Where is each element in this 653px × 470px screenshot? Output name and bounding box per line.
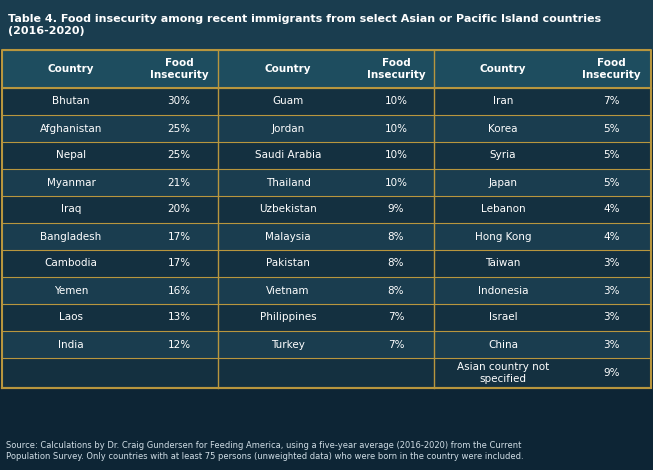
Text: 7%: 7% [388,339,404,350]
Text: Table 4. Food insecurity among recent immigrants from select Asian or Pacific Is: Table 4. Food insecurity among recent im… [8,14,601,36]
Bar [2,304,651,331]
Text: Lebanon: Lebanon [481,204,525,214]
Text: 25%: 25% [167,150,191,160]
Text: Country: Country [48,64,94,74]
Text: 10%: 10% [385,124,407,133]
Bar [2,277,651,304]
Text: Afghanistan: Afghanistan [40,124,102,133]
Text: Korea: Korea [488,124,518,133]
Text: 7%: 7% [388,313,404,322]
Text: Indonesia: Indonesia [478,285,528,296]
Text: Country: Country [264,64,311,74]
Text: 9%: 9% [388,204,404,214]
Text: China: China [488,339,518,350]
Text: 20%: 20% [168,204,191,214]
Text: 8%: 8% [388,258,404,268]
Text: 10%: 10% [385,178,407,188]
Text: Food
Insecurity: Food Insecurity [582,58,641,80]
Text: Asian country not
specified: Asian country not specified [457,362,549,384]
Text: Taiwan: Taiwan [485,258,520,268]
Text: Guam: Guam [272,96,304,107]
Text: 4%: 4% [603,204,620,214]
Bar [0,0,653,50]
Text: Yemen: Yemen [54,285,88,296]
Text: Iran: Iran [493,96,513,107]
Bar [2,115,651,142]
Text: 17%: 17% [167,258,191,268]
Text: 10%: 10% [385,150,407,160]
Text: Thailand: Thailand [266,178,310,188]
Text: Food
Insecurity: Food Insecurity [150,58,208,80]
Text: 10%: 10% [385,96,407,107]
Bar [0,432,653,470]
Text: Uzbekistan: Uzbekistan [259,204,317,214]
Text: Malaysia: Malaysia [265,232,311,242]
Bar [2,358,651,388]
Text: Syria: Syria [490,150,517,160]
Bar [2,142,651,169]
Text: 5%: 5% [603,124,620,133]
Text: 3%: 3% [603,339,620,350]
Bar [2,169,651,196]
Text: Israel: Israel [488,313,517,322]
Text: 17%: 17% [167,232,191,242]
Text: 3%: 3% [603,285,620,296]
Text: Country: Country [480,64,526,74]
Text: 16%: 16% [167,285,191,296]
Bar [2,250,651,277]
Bar [2,50,651,88]
Text: 3%: 3% [603,313,620,322]
Text: 5%: 5% [603,150,620,160]
Bar [2,196,651,223]
Text: Food
Insecurity: Food Insecurity [367,58,425,80]
Text: Turkey: Turkey [271,339,305,350]
Text: Saudi Arabia: Saudi Arabia [255,150,321,160]
Text: Japan: Japan [488,178,517,188]
Text: 8%: 8% [388,232,404,242]
Text: Cambodia: Cambodia [44,258,97,268]
Text: 5%: 5% [603,178,620,188]
Text: Iraq: Iraq [61,204,81,214]
Text: 4%: 4% [603,232,620,242]
Text: Nepal: Nepal [56,150,86,160]
Text: 12%: 12% [167,339,191,350]
Text: 30%: 30% [168,96,191,107]
Text: 3%: 3% [603,258,620,268]
Text: Jordan: Jordan [272,124,305,133]
Text: Laos: Laos [59,313,83,322]
Text: Myanmar: Myanmar [46,178,95,188]
Text: Vietnam: Vietnam [266,285,310,296]
Text: Source: Calculations by Dr. Craig Gundersen for Feeding America, using a five-ye: Source: Calculations by Dr. Craig Gunder… [6,441,524,461]
Text: Philippines: Philippines [260,313,316,322]
Bar [2,88,651,115]
Text: 25%: 25% [167,124,191,133]
Text: 7%: 7% [603,96,620,107]
Text: Bhutan: Bhutan [52,96,89,107]
Bar [2,331,651,358]
Text: Bangladesh: Bangladesh [40,232,102,242]
Text: 13%: 13% [167,313,191,322]
Text: 8%: 8% [388,285,404,296]
Text: Hong Kong: Hong Kong [475,232,532,242]
Text: 9%: 9% [603,368,620,378]
Text: India: India [58,339,84,350]
Text: 21%: 21% [167,178,191,188]
Text: Pakistan: Pakistan [266,258,310,268]
Bar [2,223,651,250]
